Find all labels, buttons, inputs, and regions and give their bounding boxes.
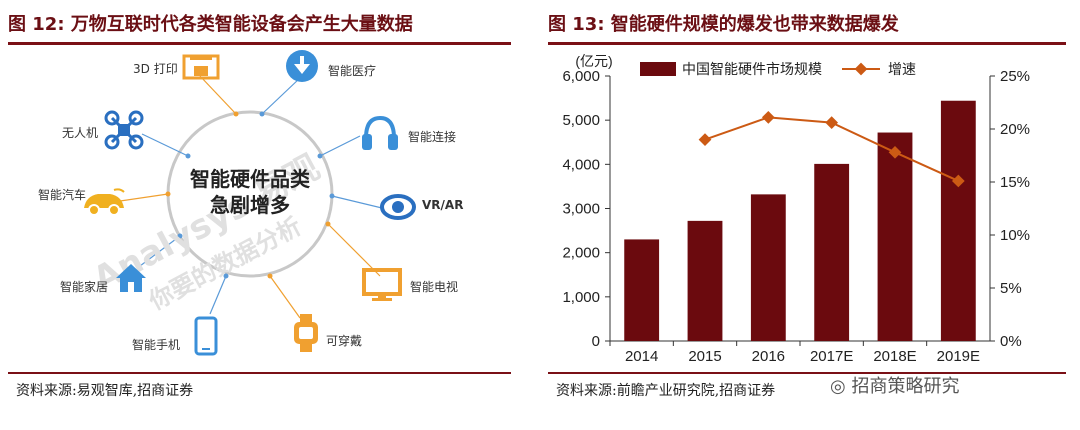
y-axis-title: (亿元) bbox=[575, 53, 612, 69]
x-tick-label: 2017E bbox=[810, 348, 853, 365]
spoke-med bbox=[261, 77, 301, 115]
watch-icon bbox=[294, 314, 318, 352]
device-label-medical: 智能医疗 bbox=[328, 64, 377, 78]
device-label-car: 智能汽车 bbox=[38, 188, 87, 202]
x-tick-label: 2018E bbox=[873, 348, 916, 365]
device-label-phone: 智能手机 bbox=[132, 338, 181, 352]
y-tick-label: 4,000 bbox=[562, 156, 600, 173]
wechat-label: 招商策略研究 bbox=[851, 376, 960, 397]
phone-icon bbox=[194, 316, 218, 356]
headphones-icon bbox=[362, 115, 398, 150]
device-label-vr: VR/AR bbox=[422, 198, 464, 212]
legend-bar-label: 中国智能硬件市场规模 bbox=[682, 61, 822, 77]
device-label-wear: 可穿戴 bbox=[326, 334, 363, 348]
spoke-3d bbox=[199, 75, 237, 115]
center-line-2: 急剧增多 bbox=[210, 193, 290, 217]
bar bbox=[814, 163, 850, 341]
diagram-lines bbox=[119, 75, 383, 319]
y-tick-label: 6,000 bbox=[562, 68, 600, 85]
wechat-icon: ◎ bbox=[830, 376, 846, 397]
y2-tick-label: 25% bbox=[1000, 68, 1030, 85]
spoke-car bbox=[119, 193, 169, 202]
legend-bar-swatch bbox=[640, 62, 676, 76]
device-label-3d: 3D 打印 bbox=[133, 62, 178, 76]
bar bbox=[940, 100, 976, 341]
bar bbox=[750, 194, 786, 341]
bar bbox=[687, 220, 723, 341]
center-label: 智能硬件品类 急剧增多 bbox=[170, 166, 330, 218]
device-label-drone: 无人机 bbox=[62, 126, 99, 140]
tv-icon bbox=[362, 268, 402, 301]
figure-13-title: 图 13: 智能硬件规模的爆发也带来数据爆发 bbox=[548, 14, 899, 35]
source-rule bbox=[548, 372, 1066, 374]
y2-tick-label: 0% bbox=[1000, 333, 1022, 350]
device-label-tv: 智能电视 bbox=[410, 280, 459, 294]
spoke-drone bbox=[141, 133, 189, 157]
title-rule bbox=[548, 42, 1066, 45]
3d-printer-icon bbox=[182, 54, 220, 80]
y2-tick-label: 20% bbox=[1000, 121, 1030, 138]
left-figure: 图 12: 万物互联时代各类智能设备会产生大量数据 bbox=[0, 0, 525, 430]
x-tick-label: 2016 bbox=[752, 348, 785, 365]
y2-tick-label: 15% bbox=[1000, 174, 1030, 191]
car-icon bbox=[84, 188, 125, 216]
vr-eye-icon bbox=[380, 194, 416, 220]
left-source: 资料来源:易观智库,招商证券 bbox=[16, 383, 194, 399]
legend-line-label: 增速 bbox=[888, 61, 916, 77]
growth-point bbox=[761, 110, 775, 124]
figure-12-title: 图 12: 万物互联时代各类智能设备会产生大量数据 bbox=[8, 14, 413, 35]
title-rule bbox=[8, 42, 511, 45]
spoke-home bbox=[139, 235, 181, 267]
x-tick-label: 2014 bbox=[625, 348, 658, 365]
y2-tick-label: 5% bbox=[1000, 280, 1022, 297]
medical-scale-icon bbox=[286, 50, 318, 82]
x-tick-label: 2015 bbox=[688, 348, 721, 365]
bar bbox=[624, 239, 660, 341]
legend-line-marker bbox=[854, 62, 868, 76]
y-tick-label: 3,000 bbox=[562, 201, 600, 218]
spoke-phone bbox=[209, 275, 227, 315]
home-icon bbox=[116, 264, 146, 292]
y-tick-label: 2,000 bbox=[562, 245, 600, 262]
bar bbox=[877, 132, 913, 341]
growth-point bbox=[698, 133, 712, 146]
center-line-1: 智能硬件品类 bbox=[190, 167, 310, 191]
source-rule bbox=[8, 372, 511, 374]
device-label-home: 智能家居 bbox=[60, 280, 109, 294]
device-label-connect: 智能连接 bbox=[408, 130, 457, 144]
right-figure: 图 13: 智能硬件规模的爆发也带来数据爆发 0 1,000 2,000 3,000 4… bbox=[540, 0, 1080, 430]
device-diagram: Analysys 易观 你要的数据分析 智能硬件品类 急剧增多 3D 打印 智能… bbox=[0, 46, 525, 371]
y-tick-label: 1,000 bbox=[562, 289, 600, 306]
x-tick-label: 2019E bbox=[937, 348, 980, 365]
growth-point bbox=[825, 116, 839, 130]
drone-icon bbox=[104, 110, 144, 150]
y2-tick-label: 10% bbox=[1000, 227, 1030, 244]
growth-point bbox=[951, 174, 965, 188]
y-tick-label: 0 bbox=[592, 333, 600, 350]
spoke-conn bbox=[319, 135, 361, 157]
spoke-tv bbox=[327, 223, 381, 277]
spoke-wear bbox=[269, 275, 301, 319]
market-size-chart: 0 1,000 2,000 3,000 4,000 5,000 6,000 0% 5% 10% 15… bbox=[562, 53, 1030, 365]
wechat-watermark: ◎ 招商策略研究 bbox=[830, 372, 959, 398]
y-tick-label: 5,000 bbox=[562, 112, 600, 129]
spoke-vr bbox=[331, 195, 383, 209]
right-source: 资料来源:前瞻产业研究院,招商证券 bbox=[556, 383, 776, 399]
